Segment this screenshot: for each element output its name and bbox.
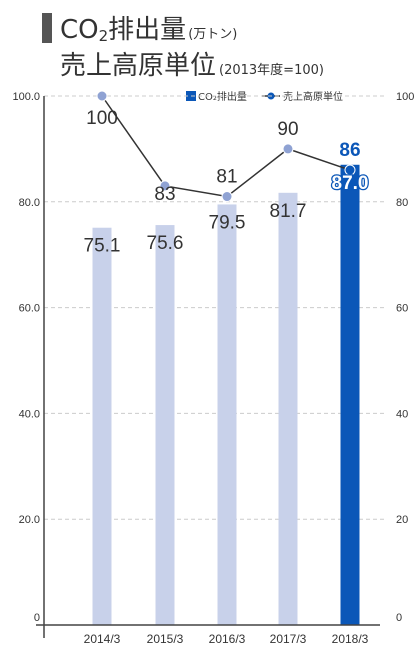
- title-unit-2: (2013年度=100): [219, 62, 324, 78]
- left-tick-label: 40.0: [19, 408, 40, 420]
- left-tick-label: 100.0: [12, 91, 40, 103]
- right-tick-label: 40: [396, 408, 408, 420]
- right-tick-label: 60: [396, 303, 408, 315]
- bar: [155, 225, 175, 626]
- x-tick-label: 2017/3: [270, 632, 307, 646]
- bars: [92, 164, 360, 626]
- right-tick-label: 20: [396, 514, 408, 526]
- left-tick-label: 60.0: [19, 303, 40, 315]
- bar: [92, 227, 112, 625]
- bar-value-label: 87.0: [332, 173, 369, 194]
- line-marker: [282, 143, 294, 155]
- right-tick-label: 0: [396, 612, 402, 624]
- title-intensity: 売上高原単位: [60, 51, 216, 81]
- chart-title-line1: CO2排出量 (万トン): [60, 15, 237, 45]
- bar-value-label: 79.5: [209, 212, 246, 233]
- title-subscript: 2: [99, 27, 109, 45]
- bar-value-label: 81.7: [270, 201, 307, 222]
- line-series: [96, 90, 356, 203]
- x-tick-label: 2014/3: [84, 632, 121, 646]
- title-co: CO: [60, 15, 99, 45]
- right-tick-label: 100: [396, 91, 414, 103]
- line-value-label: 83: [154, 184, 175, 205]
- left-tick-label: 80.0: [19, 197, 40, 209]
- x-axis-ticks: 2014/3 2015/3 2016/3 2017/3 2018/3: [84, 632, 369, 646]
- bar-value-label: 75.1: [84, 236, 121, 257]
- data-labels: 75.1 75.6 79.5 81.7 87.0 100 83 81 90 86: [84, 108, 370, 257]
- title-unit-1: (万トン): [188, 27, 237, 42]
- line-value-label: 100: [86, 108, 118, 129]
- x-tick-label: 2016/3: [209, 632, 246, 646]
- bar: [278, 192, 298, 625]
- line-value-label: 86: [339, 140, 360, 161]
- x-tick-label: 2018/3: [332, 632, 369, 646]
- left-tick-label: 0: [34, 612, 40, 624]
- left-axis-ticks: 0 20.0 40.0 60.0 80.0 100.0: [12, 91, 40, 624]
- bar: [217, 204, 237, 625]
- left-tick-label: 20.0: [19, 514, 40, 526]
- line-value-label: 90: [277, 119, 298, 140]
- title-marker: [42, 13, 52, 43]
- line-marker: [159, 180, 171, 192]
- title-emission: 排出量: [108, 15, 186, 45]
- line-marker: [344, 164, 356, 176]
- right-axis-ticks: 0 20 40 60 80 100: [396, 91, 414, 624]
- right-tick-label: 80: [396, 197, 408, 209]
- chart-title-line2: 売上高原単位 (2013年度=100): [60, 51, 324, 81]
- line-value-label: 81: [216, 167, 237, 188]
- bar: [340, 164, 360, 625]
- line-marker: [96, 90, 108, 102]
- bar-value-label: 75.6: [147, 233, 184, 254]
- line-marker: [221, 191, 233, 203]
- x-tick-label: 2015/3: [147, 632, 184, 646]
